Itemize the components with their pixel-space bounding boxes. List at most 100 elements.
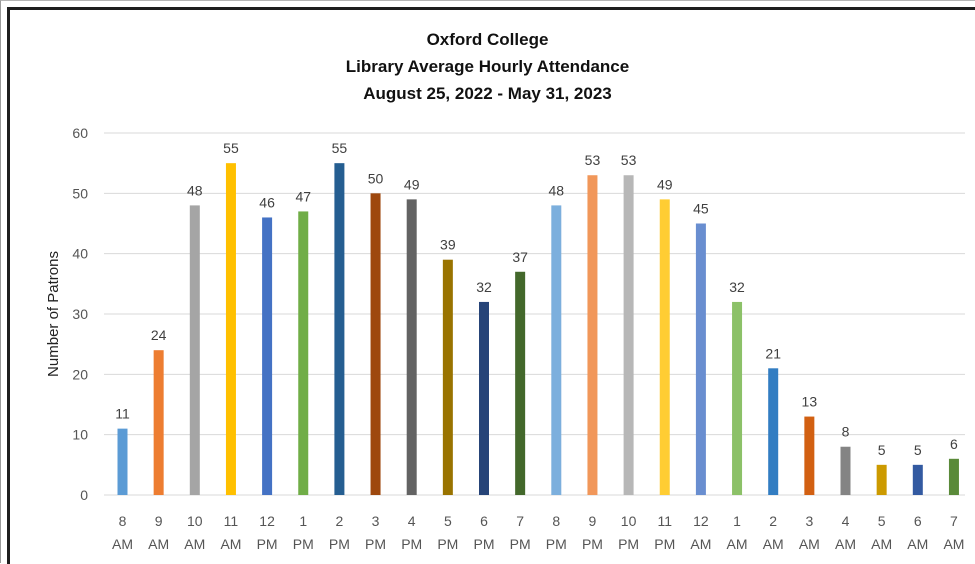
bar — [406, 199, 417, 495]
x-tick-label-hour: 11 — [224, 513, 239, 529]
bar — [370, 193, 381, 496]
data-label: 48 — [549, 182, 565, 198]
bar — [515, 271, 526, 495]
chart-title: Oxford College — [426, 30, 549, 49]
data-label: 11 — [115, 406, 130, 422]
bar — [659, 199, 670, 495]
x-tick-label-period: AM — [112, 536, 133, 552]
data-label: 45 — [693, 201, 709, 217]
data-label: 6 — [950, 436, 958, 452]
bar — [623, 175, 634, 495]
x-tick-label-hour: 12 — [693, 513, 709, 529]
x-tick-label-period: AM — [220, 536, 241, 552]
x-tick-label-hour: 4 — [408, 513, 416, 529]
y-tick-label: 0 — [80, 487, 88, 503]
data-label: 47 — [295, 188, 311, 204]
x-tick-label-hour: 11 — [657, 513, 672, 529]
x-tick-label-period: AM — [907, 536, 928, 552]
x-tick-label-period: AM — [690, 536, 711, 552]
data-label: 50 — [368, 170, 384, 186]
data-label: 46 — [259, 194, 275, 210]
data-label: 5 — [914, 442, 922, 458]
x-tick-label-hour: 5 — [444, 513, 452, 529]
bar — [442, 259, 453, 495]
x-tick-label-period: PM — [437, 536, 458, 552]
data-label: 49 — [404, 176, 420, 192]
data-label: 13 — [802, 394, 818, 410]
x-tick-label-hour: 7 — [950, 513, 958, 529]
data-label: 49 — [657, 176, 673, 192]
x-tick-label-hour: 8 — [552, 513, 560, 529]
x-tick-label-hour: 10 — [621, 513, 637, 529]
x-tick-label-period: PM — [654, 536, 675, 552]
data-label: 5 — [878, 442, 886, 458]
x-tick-label-period: AM — [727, 536, 748, 552]
data-label: 37 — [512, 249, 528, 265]
x-tick-label-hour: 7 — [516, 513, 524, 529]
x-tick-label-hour: 12 — [259, 513, 275, 529]
x-tick-label-period: PM — [510, 536, 531, 552]
data-label: 32 — [729, 279, 745, 295]
x-tick-label-hour: 3 — [372, 513, 380, 529]
x-tick-label-period: AM — [835, 536, 856, 552]
x-tick-label-period: PM — [546, 536, 567, 552]
data-label: 8 — [842, 424, 850, 440]
bar — [479, 301, 489, 495]
x-tick-label-period: AM — [871, 536, 892, 552]
chart-subtitle-2: August 25, 2022 - May 31, 2023 — [363, 84, 612, 103]
x-tick-label-period: PM — [257, 536, 278, 552]
y-tick-label: 30 — [72, 306, 88, 322]
y-tick-label: 40 — [72, 246, 88, 262]
x-tick-label-hour: 1 — [299, 513, 307, 529]
bar — [587, 175, 598, 495]
x-tick-label-hour: 3 — [805, 513, 813, 529]
x-tick-label-hour: 6 — [914, 513, 922, 529]
x-tick-label-hour: 2 — [769, 513, 777, 529]
x-tick-label-hour: 5 — [878, 513, 886, 529]
x-tick-label-period: AM — [943, 536, 964, 552]
data-label: 55 — [223, 140, 239, 156]
x-tick-label-hour: 6 — [480, 513, 488, 529]
bar — [804, 416, 815, 495]
x-tick-label-period: AM — [763, 536, 784, 552]
bar — [334, 163, 345, 495]
x-tick-label-period: AM — [148, 536, 169, 552]
y-axis-label: Number of Patrons — [45, 251, 62, 377]
data-label: 24 — [151, 327, 167, 343]
x-tick-label-hour: 10 — [187, 513, 203, 529]
x-tick-label-period: PM — [582, 536, 603, 552]
bar — [551, 205, 562, 495]
bar — [768, 368, 779, 495]
bar — [225, 163, 236, 495]
data-label: 53 — [585, 152, 601, 168]
bar — [732, 301, 743, 495]
data-label: 32 — [476, 279, 492, 295]
x-tick-label-period: PM — [401, 536, 422, 552]
x-tick-label-hour: 4 — [842, 513, 850, 529]
y-tick-label: 60 — [72, 125, 88, 141]
x-tick-label-hour: 9 — [155, 513, 163, 529]
x-tick-label-period: PM — [474, 536, 495, 552]
y-tick-label: 50 — [72, 185, 88, 201]
x-tick-label-hour: 2 — [336, 513, 344, 529]
bar — [262, 217, 273, 495]
y-tick-label: 20 — [72, 366, 88, 382]
data-label: 53 — [621, 152, 637, 168]
data-label: 39 — [440, 237, 456, 253]
bar — [876, 464, 887, 495]
bar — [695, 223, 706, 495]
data-label: 21 — [765, 345, 781, 361]
y-tick-label: 10 — [72, 427, 88, 443]
x-tick-label-hour: 8 — [119, 513, 127, 529]
chart-subtitle-1: Library Average Hourly Attendance — [345, 57, 630, 76]
bar — [189, 205, 200, 495]
bar — [153, 350, 164, 495]
bar — [912, 464, 923, 495]
bar — [840, 446, 851, 495]
x-tick-label-period: PM — [365, 536, 386, 552]
x-tick-label-hour: 1 — [733, 513, 741, 529]
data-label: 48 — [187, 182, 203, 198]
x-tick-label-period: AM — [184, 536, 205, 552]
bar — [298, 211, 309, 495]
